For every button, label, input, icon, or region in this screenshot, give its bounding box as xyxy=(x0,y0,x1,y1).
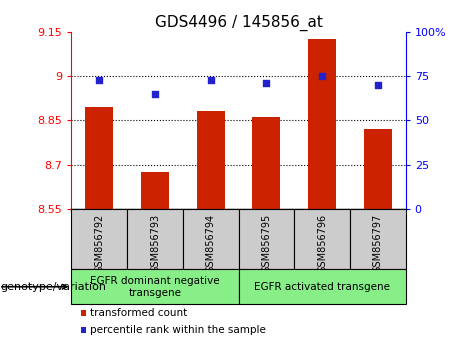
Point xyxy=(263,80,270,86)
Bar xyxy=(127,209,183,269)
Point xyxy=(151,91,159,97)
Title: GDS4496 / 145856_at: GDS4496 / 145856_at xyxy=(154,14,323,30)
Bar xyxy=(141,172,169,209)
Text: EGFR activated transgene: EGFR activated transgene xyxy=(254,282,390,292)
Text: genotype/variation: genotype/variation xyxy=(0,282,106,292)
Point xyxy=(95,77,103,82)
Point xyxy=(319,73,326,79)
Bar xyxy=(197,111,225,209)
Text: GSM856795: GSM856795 xyxy=(261,214,272,273)
Bar xyxy=(183,209,238,269)
Bar xyxy=(238,269,406,304)
Bar xyxy=(71,209,127,269)
Text: GSM856793: GSM856793 xyxy=(150,214,160,273)
Text: transformed count: transformed count xyxy=(90,308,188,318)
Bar xyxy=(253,117,280,209)
Text: GSM856797: GSM856797 xyxy=(373,214,383,273)
Text: GSM856792: GSM856792 xyxy=(95,214,104,273)
Point xyxy=(374,82,382,88)
Bar xyxy=(71,269,239,304)
Bar xyxy=(308,39,336,209)
Point xyxy=(207,77,214,82)
Text: EGFR dominant negative
transgene: EGFR dominant negative transgene xyxy=(90,276,220,298)
Bar xyxy=(364,129,392,209)
Bar xyxy=(350,209,406,269)
Bar xyxy=(238,209,294,269)
Text: percentile rank within the sample: percentile rank within the sample xyxy=(90,325,266,335)
Text: GSM856794: GSM856794 xyxy=(206,214,216,273)
Bar xyxy=(294,209,350,269)
Text: GSM856796: GSM856796 xyxy=(317,214,327,273)
Bar xyxy=(85,107,113,209)
